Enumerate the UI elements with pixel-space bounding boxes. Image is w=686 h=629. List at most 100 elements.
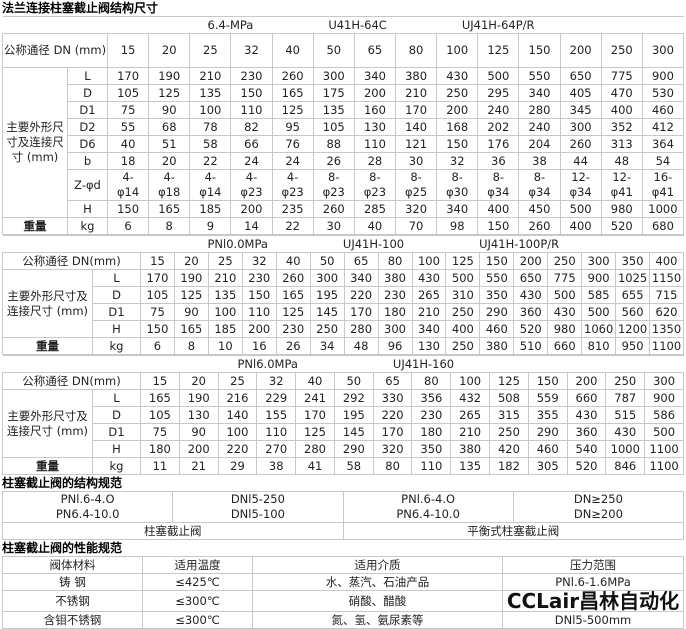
weight-value: 250 xyxy=(445,337,481,355)
weight-value: 58 xyxy=(333,457,374,475)
weight-value: 41 xyxy=(295,457,335,475)
dimension-row: D 105 125 135 150 165 195 220 230 265 310 350 430 500… xyxy=(3,286,684,304)
dimension-value: 430 xyxy=(547,303,583,321)
weight-value: 1100 xyxy=(644,457,684,475)
dimension-value: 660 xyxy=(566,389,607,407)
weight-value: 26 xyxy=(275,337,311,355)
dimension-value: 364 xyxy=(641,135,685,153)
dimension-value: 400 xyxy=(600,101,643,119)
dn-value: 400 xyxy=(649,252,684,270)
dimension-value: 90 xyxy=(173,303,209,321)
dimension-value: 430 xyxy=(566,406,607,424)
dimension-value: 290 xyxy=(333,440,374,458)
dimension-value: 300 xyxy=(309,269,345,287)
dimension-value: 500 xyxy=(477,67,520,85)
type-balanced-plunger-globe-valve: 平衡式柱塞截止阀 xyxy=(342,522,684,540)
dimension-value: 18 xyxy=(106,152,150,170)
dimension-value: 1060 xyxy=(581,320,617,338)
dn-value: 40 xyxy=(295,372,335,390)
size-range: DNl5-500mm xyxy=(502,611,684,629)
structure-table: PNl.6-4.O PN6.4-10.0 DNl5-250 DNl5-100 P… xyxy=(1,491,685,540)
dimension-row: 主要外形尺寸及连接尺寸 (mm) L 170 190 210 230 260 300 340 38… xyxy=(2,269,684,338)
dimension-value: 530 xyxy=(641,84,685,102)
weight-label: 重量 xyxy=(2,217,68,235)
dimension-value: 78 xyxy=(189,118,232,136)
dimension-value: 260 xyxy=(312,200,355,218)
dimension-value: 313 xyxy=(600,135,643,153)
dimension-value: 787 xyxy=(605,389,646,407)
dimension-value: 8-φ34 xyxy=(518,169,561,201)
dimension-value: 110 xyxy=(241,303,277,321)
medium: 硝酸、醋酸 xyxy=(252,590,503,612)
weight-value: 130 xyxy=(411,337,447,355)
weight-value: 846 xyxy=(605,457,646,475)
dimension-row: D1 75 90 100 110 125 145 170 180 210 250 290 360 430 5… xyxy=(3,303,684,321)
material: 铸 钢 xyxy=(2,573,143,591)
dimension-value: 20 xyxy=(148,152,191,170)
dimension-value: 165 xyxy=(140,389,180,407)
dimension-value: 430 xyxy=(436,67,479,85)
header-pressure: 压力范围 xyxy=(502,556,684,574)
dimension-value: 26 xyxy=(312,152,355,170)
dimension-table-100: PNl0.0MPa UJ41H-100 UJ41H-100P/R 公称通径 DN(mm… xyxy=(2,235,684,355)
dimension-value: 470 xyxy=(600,84,643,102)
dimension-value: 170 xyxy=(106,67,150,85)
dimension-value: 230 xyxy=(377,286,413,304)
dimension-value: 380 xyxy=(450,440,491,458)
dn-value: 32 xyxy=(230,33,273,68)
dimension-value: 405 xyxy=(559,84,602,102)
dimension-key: D xyxy=(92,406,141,424)
dimension-value: 430 xyxy=(513,286,549,304)
dn-value: 125 xyxy=(445,252,481,270)
dimension-value: 230 xyxy=(230,67,273,85)
dn-value: 250 xyxy=(605,372,646,390)
pressure: PNl.6-1.6MPa xyxy=(502,573,684,591)
dn-value: 150 xyxy=(527,372,568,390)
dimension-value: 58 xyxy=(189,135,232,153)
dimension-value: 44 xyxy=(559,152,602,170)
caption-text: UJ41H-100 xyxy=(342,236,405,251)
dimension-value: 220 xyxy=(343,286,379,304)
dimension-value: 320 xyxy=(394,200,438,218)
dimension-value: 170 xyxy=(372,423,413,441)
dimension-value: 150 xyxy=(140,320,175,338)
dn-value: 32 xyxy=(256,372,297,390)
dn-label: 公称通径 DN(mm) xyxy=(2,252,141,270)
dimension-value: 265 xyxy=(450,406,491,424)
dimension-row: 主要外形尺寸及连接尺寸 (mm) L 170 190 210 230 260 300 340 38… xyxy=(2,67,685,218)
caption-text: UJ41H-64P/R xyxy=(461,17,535,32)
dimension-value: 340 xyxy=(343,269,379,287)
dimension-value: 105 xyxy=(312,118,355,136)
dimension-value: 900 xyxy=(644,389,684,407)
dimension-value: 550 xyxy=(518,67,561,85)
dimension-value: 180 xyxy=(411,423,452,441)
dimension-value: 1350 xyxy=(649,320,684,338)
dn-value: 15 xyxy=(140,372,180,390)
dimension-value: 356 xyxy=(411,389,452,407)
dimension-value: 22 xyxy=(189,152,232,170)
dimension-value: 345 xyxy=(559,101,602,119)
dimension-value: 200 xyxy=(230,200,273,218)
dimension-value: 30 xyxy=(394,152,438,170)
dimension-value: 420 xyxy=(489,440,529,458)
dimension-value: 380 xyxy=(377,269,413,287)
weight-value: 8 xyxy=(173,337,209,355)
performance-row: 不锈钢 ≤300℃ 硝酸、醋酸 CCLair昌林自动化 xyxy=(2,590,684,612)
dimension-group-label: 主要外形尺寸及连接尺寸 (mm) xyxy=(2,67,68,218)
dn-value: 15 xyxy=(106,33,150,68)
dimension-row: H 180 200 220 270 280 290 320 350 380 420 460 540 100… xyxy=(3,440,684,458)
dimension-value: 220 xyxy=(217,440,258,458)
dn-value: 40 xyxy=(275,252,311,270)
dimension-value: 260 xyxy=(559,135,602,153)
dimension-value: 100 xyxy=(189,101,232,119)
dimension-row: H 150 165 185 200 235 260 285 320 340 400 450 500 980… xyxy=(3,200,685,218)
table-caption: PNl0.0MPa UJ41H-100 UJ41H-100P/R xyxy=(2,235,684,253)
dimension-value: 125 xyxy=(173,286,209,304)
watermark-logo: CCLair昌林自动化 xyxy=(502,590,684,612)
dimension-value: 202 xyxy=(477,118,520,136)
performance-row: 含钼不锈钢 ≤300℃ 氮、氢、氨尿素等 DNl5-500mm xyxy=(2,611,684,629)
dimension-value: 290 xyxy=(479,303,515,321)
dimension-value: 8-φ34 xyxy=(477,169,520,201)
weight-value: 70 xyxy=(394,217,438,235)
